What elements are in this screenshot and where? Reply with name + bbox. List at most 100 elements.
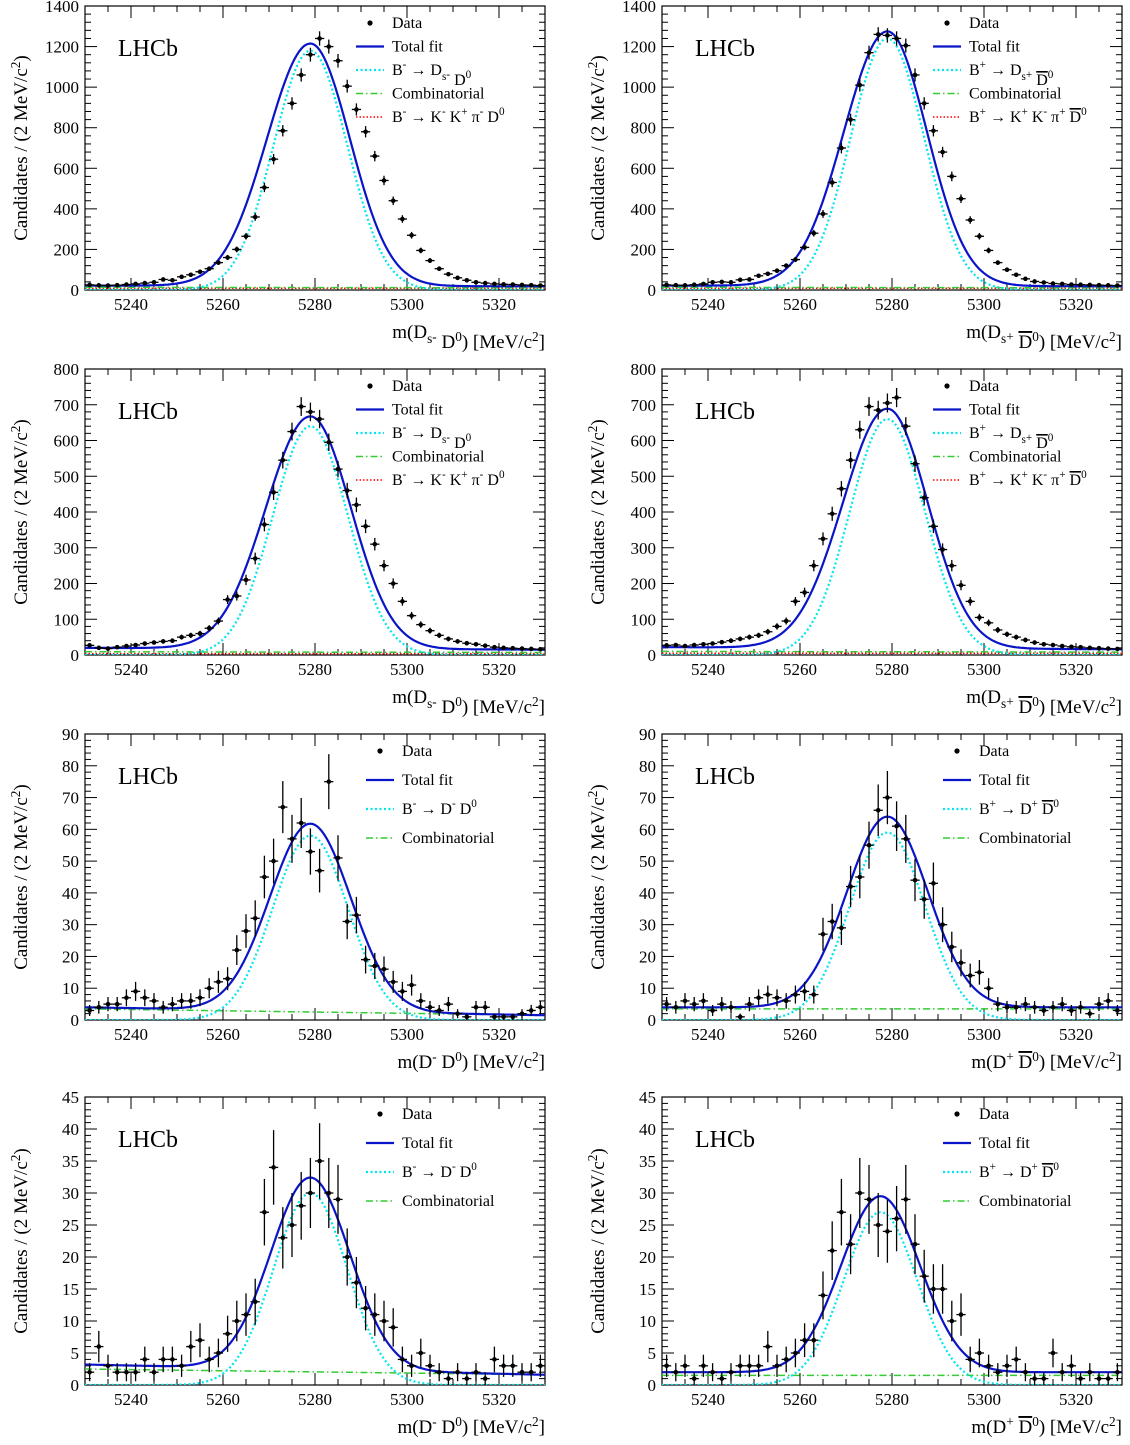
data-point <box>446 1376 451 1381</box>
data-point <box>510 1014 516 1020</box>
data-point <box>197 269 203 275</box>
data-point <box>1105 646 1111 651</box>
data-point <box>344 919 350 924</box>
x-tick-label: 5300 <box>967 1025 1001 1044</box>
data-point <box>931 128 936 134</box>
chart-panel-2: 5240 5260 5280 5300 5320 0 200 400 600 800 1000 120… <box>585 0 1123 353</box>
data-point <box>774 995 780 1001</box>
data-point <box>1078 282 1083 288</box>
data-point <box>105 1363 111 1369</box>
data-point <box>967 973 973 978</box>
data-point <box>216 618 221 624</box>
data-point <box>949 174 955 179</box>
data-point <box>921 896 927 902</box>
signal-curve <box>662 37 1122 290</box>
y-tick-label: 400 <box>631 200 657 219</box>
data-point <box>528 646 534 652</box>
y-tick-label: 0 <box>71 1376 80 1395</box>
y-axis-label: Candidates / (2 MeV/c2) <box>8 419 32 605</box>
data-point <box>243 577 249 583</box>
x-tick-label: 5240 <box>691 1025 725 1044</box>
legend-entry: Total fit <box>979 1135 1030 1152</box>
data-point <box>1115 646 1120 652</box>
x-tick-label: 5280 <box>298 1025 332 1044</box>
x-tick-label: 5320 <box>1059 1390 1093 1409</box>
data-point <box>344 488 350 493</box>
data-point <box>427 1004 433 1010</box>
data-point <box>372 153 378 159</box>
data-point <box>811 230 817 236</box>
chart-panel-5: 5240 5260 5280 5300 5320 0 10 20 30 40 50 60 70 80 90 m… <box>8 725 546 1073</box>
x-tick-label: 5320 <box>482 1390 516 1409</box>
legend-entry: Total fit <box>969 39 1020 56</box>
data-point <box>335 1197 341 1202</box>
data-point <box>719 639 725 645</box>
data-point <box>528 282 534 288</box>
data-point <box>894 36 899 41</box>
data-point <box>216 1350 221 1356</box>
y-tick-label: 25 <box>62 1216 79 1235</box>
data-point <box>1069 644 1074 650</box>
data-point <box>436 1008 442 1013</box>
data-point <box>363 957 368 962</box>
data-point <box>931 1286 936 1292</box>
data-point <box>1096 1001 1102 1007</box>
y-axis-label: Candidates / (2 MeV/c2) <box>8 1148 32 1334</box>
data-point <box>1032 1376 1037 1381</box>
y-tick-label: 20 <box>62 947 79 966</box>
data-point <box>492 1357 497 1362</box>
data-point <box>252 214 258 220</box>
y-tick-label: 600 <box>631 159 657 178</box>
y-tick-label: 5 <box>71 1344 80 1363</box>
data-point <box>701 1363 706 1369</box>
y-axis-label: Candidates / (2 MeV/c2) <box>8 784 32 970</box>
y-tick-label: 60 <box>62 820 79 839</box>
plot-area <box>85 1123 545 1385</box>
data-point <box>682 643 688 649</box>
legend-entry: Data <box>979 1106 1009 1123</box>
data-point <box>243 233 249 239</box>
data-point <box>87 282 92 288</box>
data-point <box>931 881 936 886</box>
data-point <box>142 1357 148 1362</box>
x-tick-label: 5300 <box>390 660 424 679</box>
data-point <box>995 1369 1001 1375</box>
y-tick-label: 600 <box>54 159 80 178</box>
legend-marker-data <box>944 383 950 389</box>
x-tick-label: 5280 <box>298 660 332 679</box>
data-point <box>1013 634 1019 640</box>
data-point <box>682 1363 688 1369</box>
data-point <box>793 599 798 604</box>
y-tick-label: 10 <box>62 1312 79 1331</box>
data-point <box>179 1363 184 1369</box>
data-point <box>1115 1008 1120 1013</box>
data-point <box>298 1203 304 1209</box>
data-point <box>105 646 111 651</box>
data-point <box>160 1004 166 1010</box>
y-tick-label: 40 <box>639 1120 656 1139</box>
data-point <box>354 1280 359 1285</box>
data-point <box>1004 631 1010 637</box>
signal-curve <box>85 1191 545 1385</box>
data-point <box>765 271 771 277</box>
data-point <box>710 641 715 646</box>
legend-entry: Combinatorial <box>969 449 1062 466</box>
data-point <box>765 629 771 635</box>
data-point <box>1004 1363 1010 1369</box>
data-point <box>317 868 322 873</box>
data-point <box>747 1363 752 1369</box>
data-point <box>538 1363 543 1369</box>
data-point <box>344 83 350 89</box>
data-point <box>501 645 506 651</box>
x-tick-label: 5260 <box>206 1025 240 1044</box>
legend-entry: B- → D- D0 <box>402 1161 477 1181</box>
x-tick-label: 5280 <box>875 1390 909 1409</box>
data-point <box>354 502 359 508</box>
plot-area <box>662 1157 1122 1385</box>
y-tick-label: 30 <box>62 1184 79 1203</box>
data-point <box>455 1011 460 1016</box>
y-tick-label: 300 <box>631 539 657 558</box>
